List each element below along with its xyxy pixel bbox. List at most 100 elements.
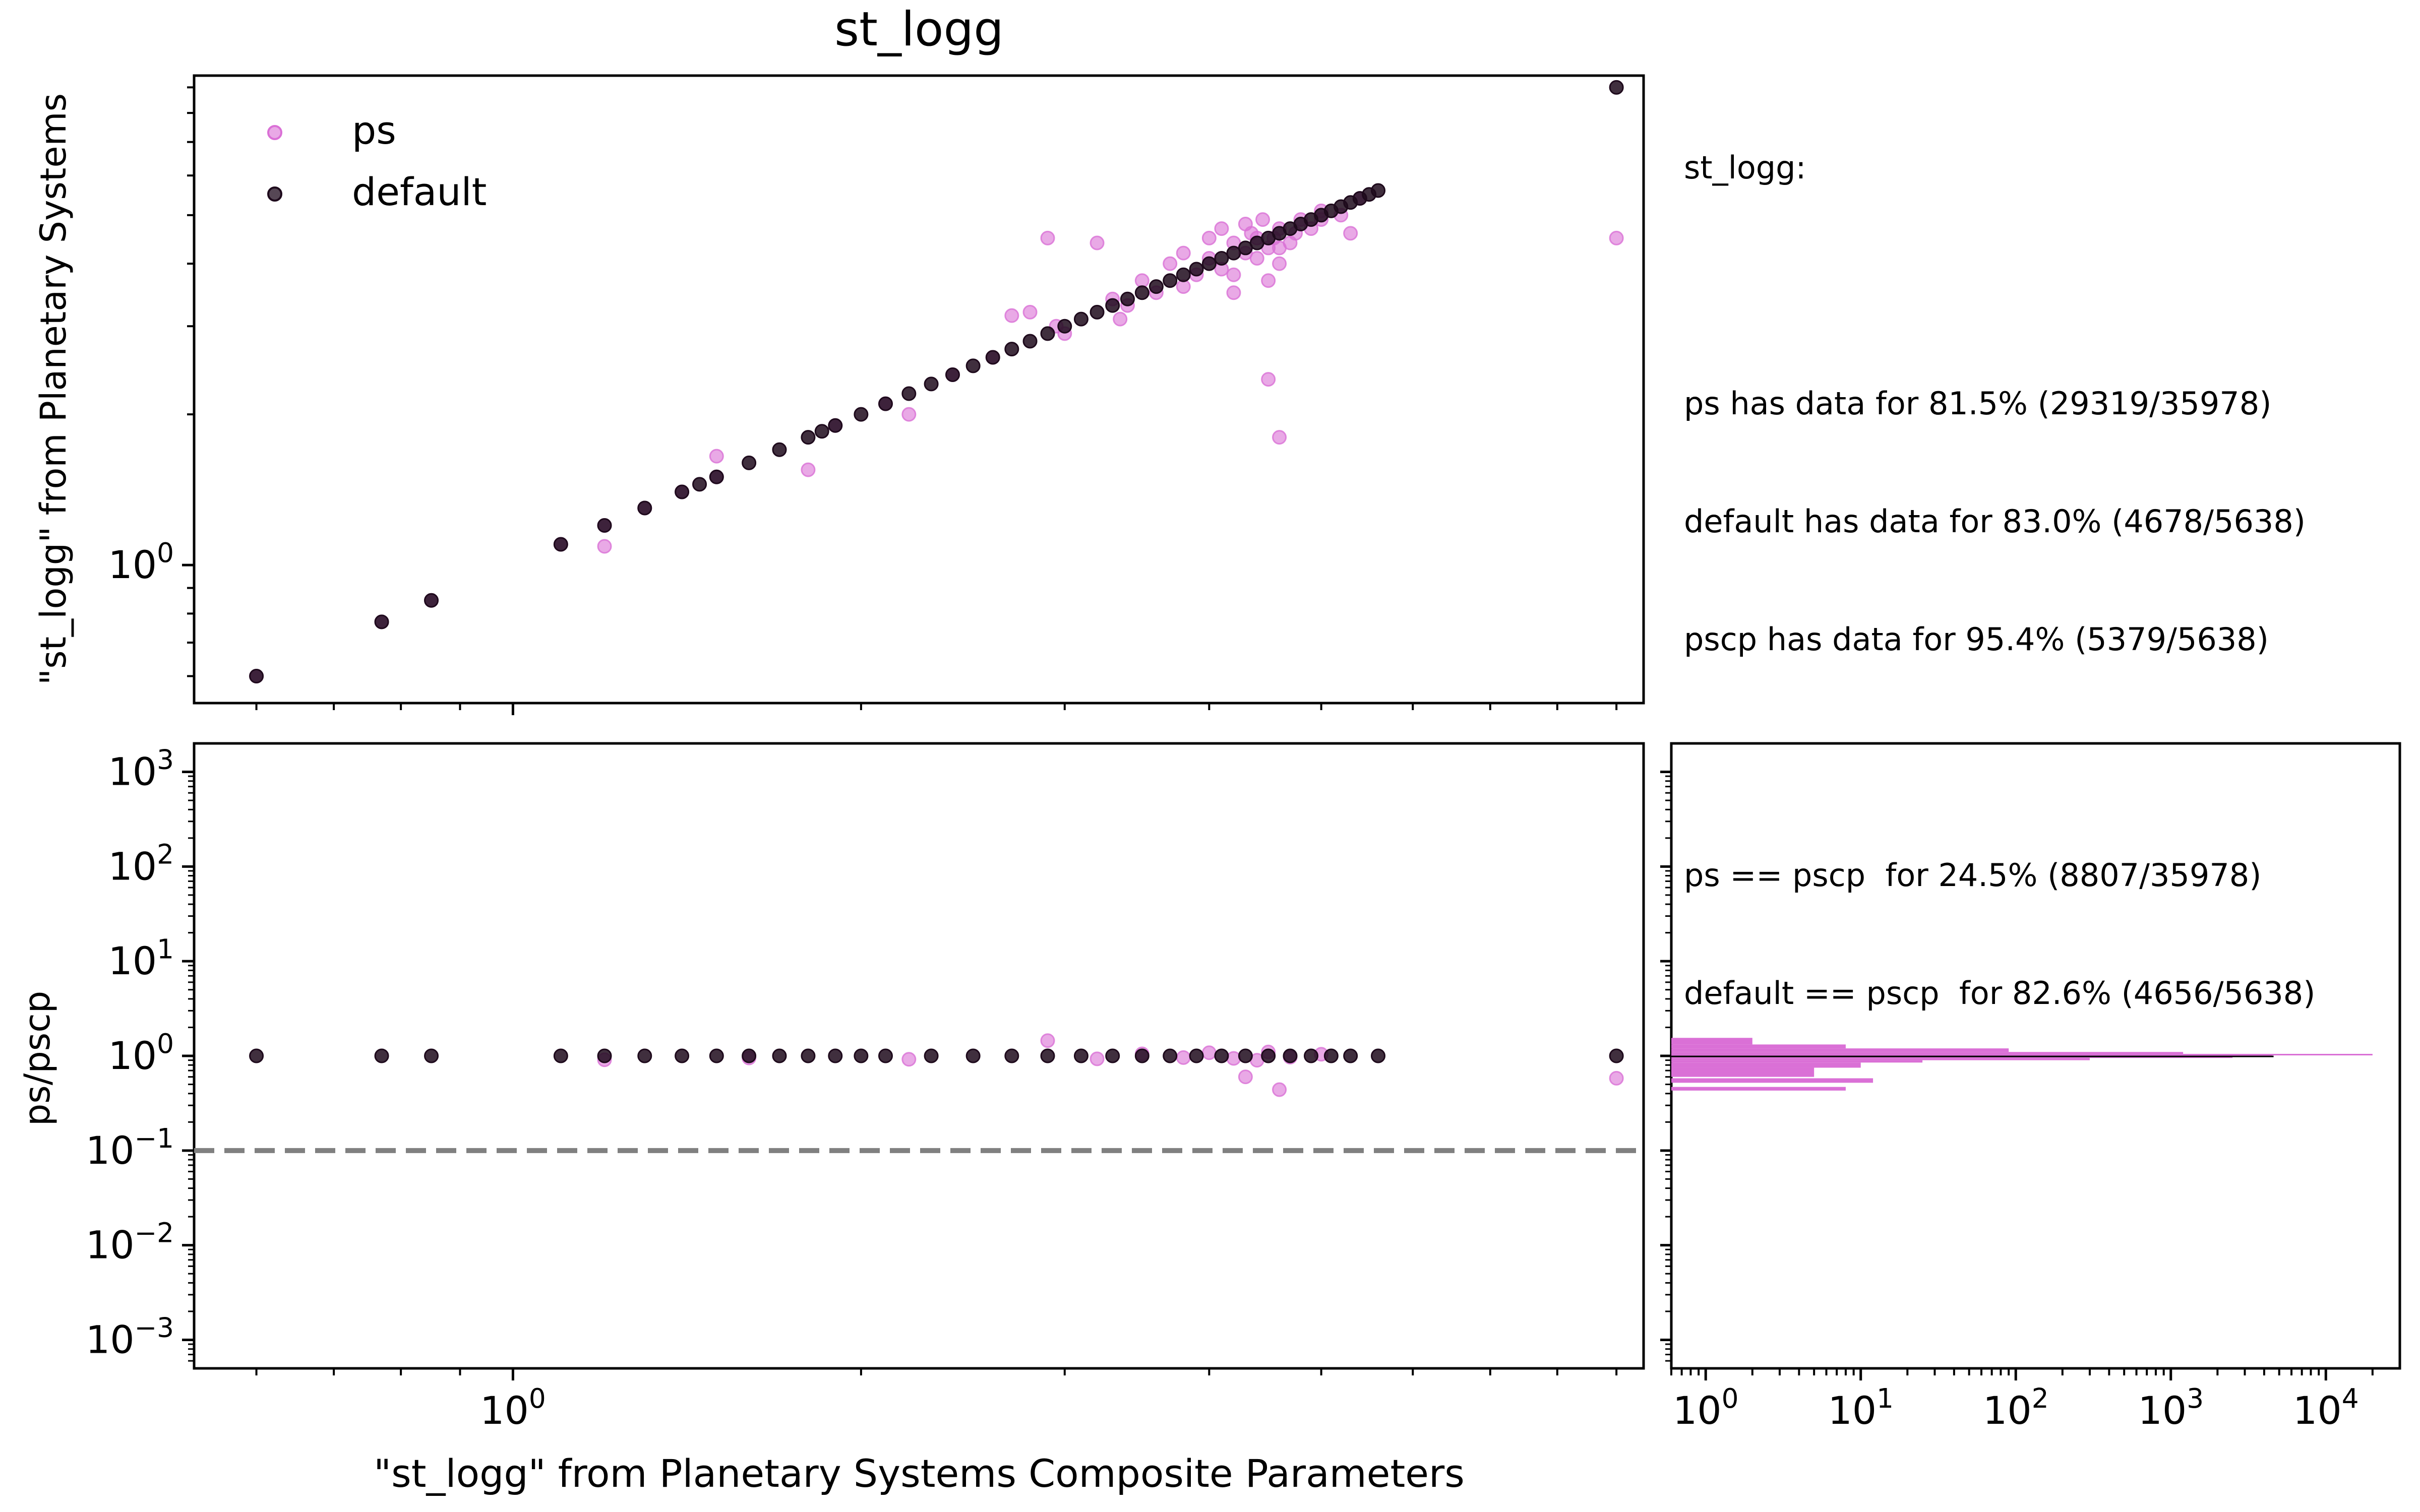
point-default [1073, 1048, 1088, 1063]
legend-marker-ps [267, 125, 282, 140]
point-default [637, 500, 652, 516]
point-ps [1609, 1070, 1624, 1086]
point-default [854, 1048, 869, 1063]
ratio-plot-frame [193, 742, 1645, 1370]
point-default [1189, 1048, 1204, 1063]
legend-label-default: default [352, 169, 487, 214]
x-tick-label: 103 [2138, 1383, 2204, 1433]
stats-coverage-ps: ps has data for 81.5% (29319/35978) [1684, 385, 2272, 422]
point-default [1004, 1048, 1019, 1063]
ratio-panel: 100 10−3 10−2 10−1 100 101 102 103 ps/pscp "st_… [17, 742, 1645, 1496]
point-default [1022, 334, 1038, 349]
point-default [772, 442, 787, 457]
point-default [1004, 342, 1019, 357]
point-ps [1238, 1069, 1253, 1085]
point-default [1304, 1048, 1319, 1063]
point-default [424, 593, 439, 608]
point-default [1226, 245, 1241, 261]
hist-bar-ps [1671, 1054, 2373, 1056]
point-ps [1163, 256, 1178, 271]
x-tick-label: 101 [1828, 1383, 1894, 1433]
histogram-bars [1671, 1038, 2373, 1091]
ratio-data-points [249, 1033, 1624, 1097]
histogram-panel: 100 101 102 103 104 [1660, 742, 2401, 1433]
point-default [828, 1048, 843, 1063]
hist-bar-ps [1671, 1067, 1814, 1077]
hist-bar-ps [1671, 1038, 1752, 1045]
point-ps [1201, 230, 1217, 245]
top-axis-ticks: 100 [108, 86, 1618, 715]
point-default [709, 469, 724, 484]
point-default [1371, 1048, 1386, 1063]
point-default [249, 668, 264, 683]
histogram-axis-ticks: 100 101 102 103 104 [1660, 771, 2374, 1433]
point-default [878, 1048, 893, 1063]
x-tick-label: 104 [2293, 1383, 2359, 1433]
stats-coverage-default: default has data for 83.0% (4678/5638) [1684, 503, 2306, 540]
point-default [1214, 250, 1229, 266]
point-ps [1272, 1082, 1287, 1097]
point-default [374, 1048, 389, 1063]
top-ylabel: "st_logg" from Planetary Systems [33, 93, 74, 685]
point-default [801, 1048, 816, 1063]
point-default [1073, 311, 1088, 327]
top-title: st_logg [834, 2, 1004, 57]
point-default [1090, 304, 1105, 320]
legend-marker-default [267, 186, 282, 202]
point-default [1214, 1048, 1229, 1063]
point-default [1163, 1048, 1178, 1063]
hist-bar-ps [1671, 1044, 1846, 1049]
point-ps [1272, 430, 1287, 445]
legend: ps default [267, 108, 487, 214]
point-default [985, 350, 1000, 365]
point-ps [1113, 311, 1128, 327]
ratio-axis-ticks: 100 10−3 10−2 10−1 100 101 102 103 [86, 744, 1618, 1433]
point-ps [597, 539, 612, 554]
point-default [1323, 1048, 1339, 1063]
point-default [828, 418, 843, 433]
point-default [597, 1048, 612, 1063]
point-default [1148, 279, 1164, 294]
point-default [924, 1048, 939, 1063]
point-default [1057, 319, 1072, 334]
point-default [597, 518, 612, 533]
point-default [1134, 285, 1150, 300]
point-ps [1134, 273, 1150, 288]
ratio-ylabel: ps/pscp [17, 991, 58, 1126]
x-tick-label: 100 [1673, 1383, 1739, 1433]
point-default [901, 386, 917, 401]
point-ps [1226, 285, 1241, 300]
point-default [692, 477, 707, 492]
y-tick-label: 103 [108, 744, 174, 794]
point-default [814, 424, 829, 439]
point-default [772, 1048, 787, 1063]
point-default [553, 537, 568, 552]
point-ps [1226, 1051, 1241, 1066]
hist-bar-ps [1671, 1087, 1846, 1091]
point-ps [1343, 226, 1358, 241]
stats-panel: st_logg: ps has data for 81.5% (29319/35… [1684, 70, 2410, 1052]
ratio-xlabel: "st_logg" from Planetary Systems Composi… [374, 1451, 1465, 1496]
point-ps [901, 407, 917, 422]
point-ps [1004, 308, 1019, 323]
point-ps [1609, 230, 1624, 245]
point-ps [1255, 212, 1270, 227]
y-tick-label: 100 [108, 1028, 174, 1078]
point-ps [1040, 230, 1055, 245]
point-ps [901, 1052, 917, 1067]
point-default [854, 407, 869, 422]
point-default [709, 1048, 724, 1063]
point-default [965, 358, 981, 373]
legend-label-ps: ps [352, 108, 396, 153]
point-default [675, 484, 690, 499]
point-default [675, 1048, 690, 1063]
point-default [1283, 1048, 1298, 1063]
hist-bar-ps [1671, 1058, 2090, 1060]
point-ps [1261, 372, 1276, 387]
y-tick-label: 100 [108, 537, 174, 587]
point-ps [1176, 1050, 1191, 1065]
point-ps [1201, 1045, 1217, 1060]
point-ps [1090, 235, 1105, 250]
hist-bar-ps [1671, 1052, 2184, 1054]
stats-coverage-pscp: pscp has data for 95.4% (5379/5638) [1684, 621, 2269, 658]
